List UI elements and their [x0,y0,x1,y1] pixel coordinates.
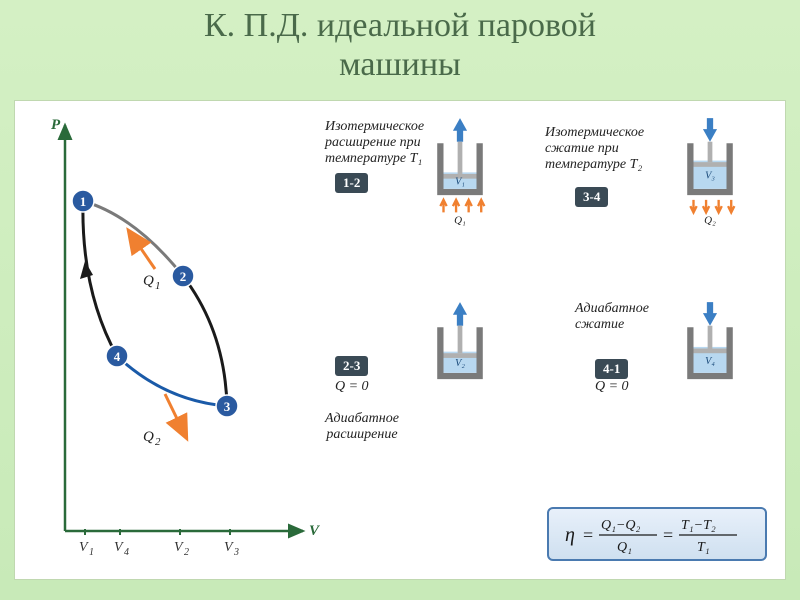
efficiency-formula: η = Q₁−Q₂ Q₁ = T₁−T₂ T₁ [547,507,767,561]
stage-2-3-q: Q = 0 [335,379,369,395]
curve-4-1 [83,201,117,356]
pv-graph: P V Q 1 Q 2 1 [25,111,325,571]
svg-text:3: 3 [233,547,239,558]
stage-4-1-badge: 4-1 [595,359,628,379]
svg-text:4: 4 [124,547,129,558]
svg-text:V₃: V₃ [705,171,715,182]
svg-text:V: V [114,540,124,555]
curve-3-4 [117,356,227,406]
axis-label-v: V [309,523,321,539]
svg-text:2: 2 [180,269,187,284]
svg-text:1: 1 [155,280,161,292]
curve-2-3 [183,276,227,406]
svg-text:V₄: V₄ [705,356,715,367]
stage-2-3-badge: 2-3 [335,356,368,376]
svg-text:2: 2 [155,436,161,448]
svg-text:1: 1 [80,194,87,209]
heat-arrow-q2 [165,394,183,431]
svg-text:T₁−T₂: T₁−T₂ [681,518,716,533]
diagram-panel: P V Q 1 Q 2 1 [14,100,786,580]
pv-node-3: 3 [216,395,238,417]
svg-text:V₁: V₁ [455,177,465,188]
piston-1-2: V₁ Q₁ [415,115,505,225]
svg-text:Q₁−Q₂: Q₁−Q₂ [601,518,641,533]
piston-4-1: V₄ [665,299,755,409]
svg-text:Q₁: Q₁ [454,214,466,226]
pv-node-2: 2 [172,265,194,287]
svg-text:1: 1 [89,547,94,558]
page-title: К. П.Д. идеальной паровоймашины [0,6,800,84]
pv-graph-svg: P V Q 1 Q 2 1 [25,111,325,571]
svg-text:V₂: V₂ [455,358,465,369]
svg-text:η: η [565,524,575,546]
curve-4-1-arrowhead [80,261,93,279]
q2-label: Q [143,429,154,445]
svg-text:3: 3 [224,399,231,414]
svg-text:Q₂: Q₂ [704,214,716,226]
axis-label-p: P [51,117,61,133]
pv-node-4: 4 [106,345,128,367]
stage-3-4-title: Изотермическоесжатие притемпературе Т₂ [545,125,644,173]
stage-1-2-badge: 1-2 [335,173,368,193]
q1-label: Q [143,273,154,289]
svg-text:V: V [79,540,89,555]
svg-text:V: V [224,540,234,555]
svg-text:4: 4 [114,349,121,364]
svg-text:V: V [174,540,184,555]
svg-text:=: = [663,525,673,545]
svg-text:2: 2 [184,547,189,558]
stage-3-4-badge: 3-4 [575,187,608,207]
stage-4-1-title: Адиабатноесжатие [575,301,649,333]
pv-node-1: 1 [72,190,94,212]
svg-text:T₁: T₁ [697,540,710,555]
x-ticks: V1 V4 V2 V3 [79,529,239,558]
stage-2-3-title: Адиабатноерасширение [325,411,399,443]
svg-text:=: = [583,525,593,545]
stage-1-2-title: Изотермическоерасширение притемпературе … [325,119,424,167]
piston-3-4: V₃ Q₂ [665,115,755,225]
piston-2-3: V₂ [415,299,505,409]
svg-text:Q₁: Q₁ [617,540,632,555]
stage-4-1-q: Q = 0 [595,379,629,395]
